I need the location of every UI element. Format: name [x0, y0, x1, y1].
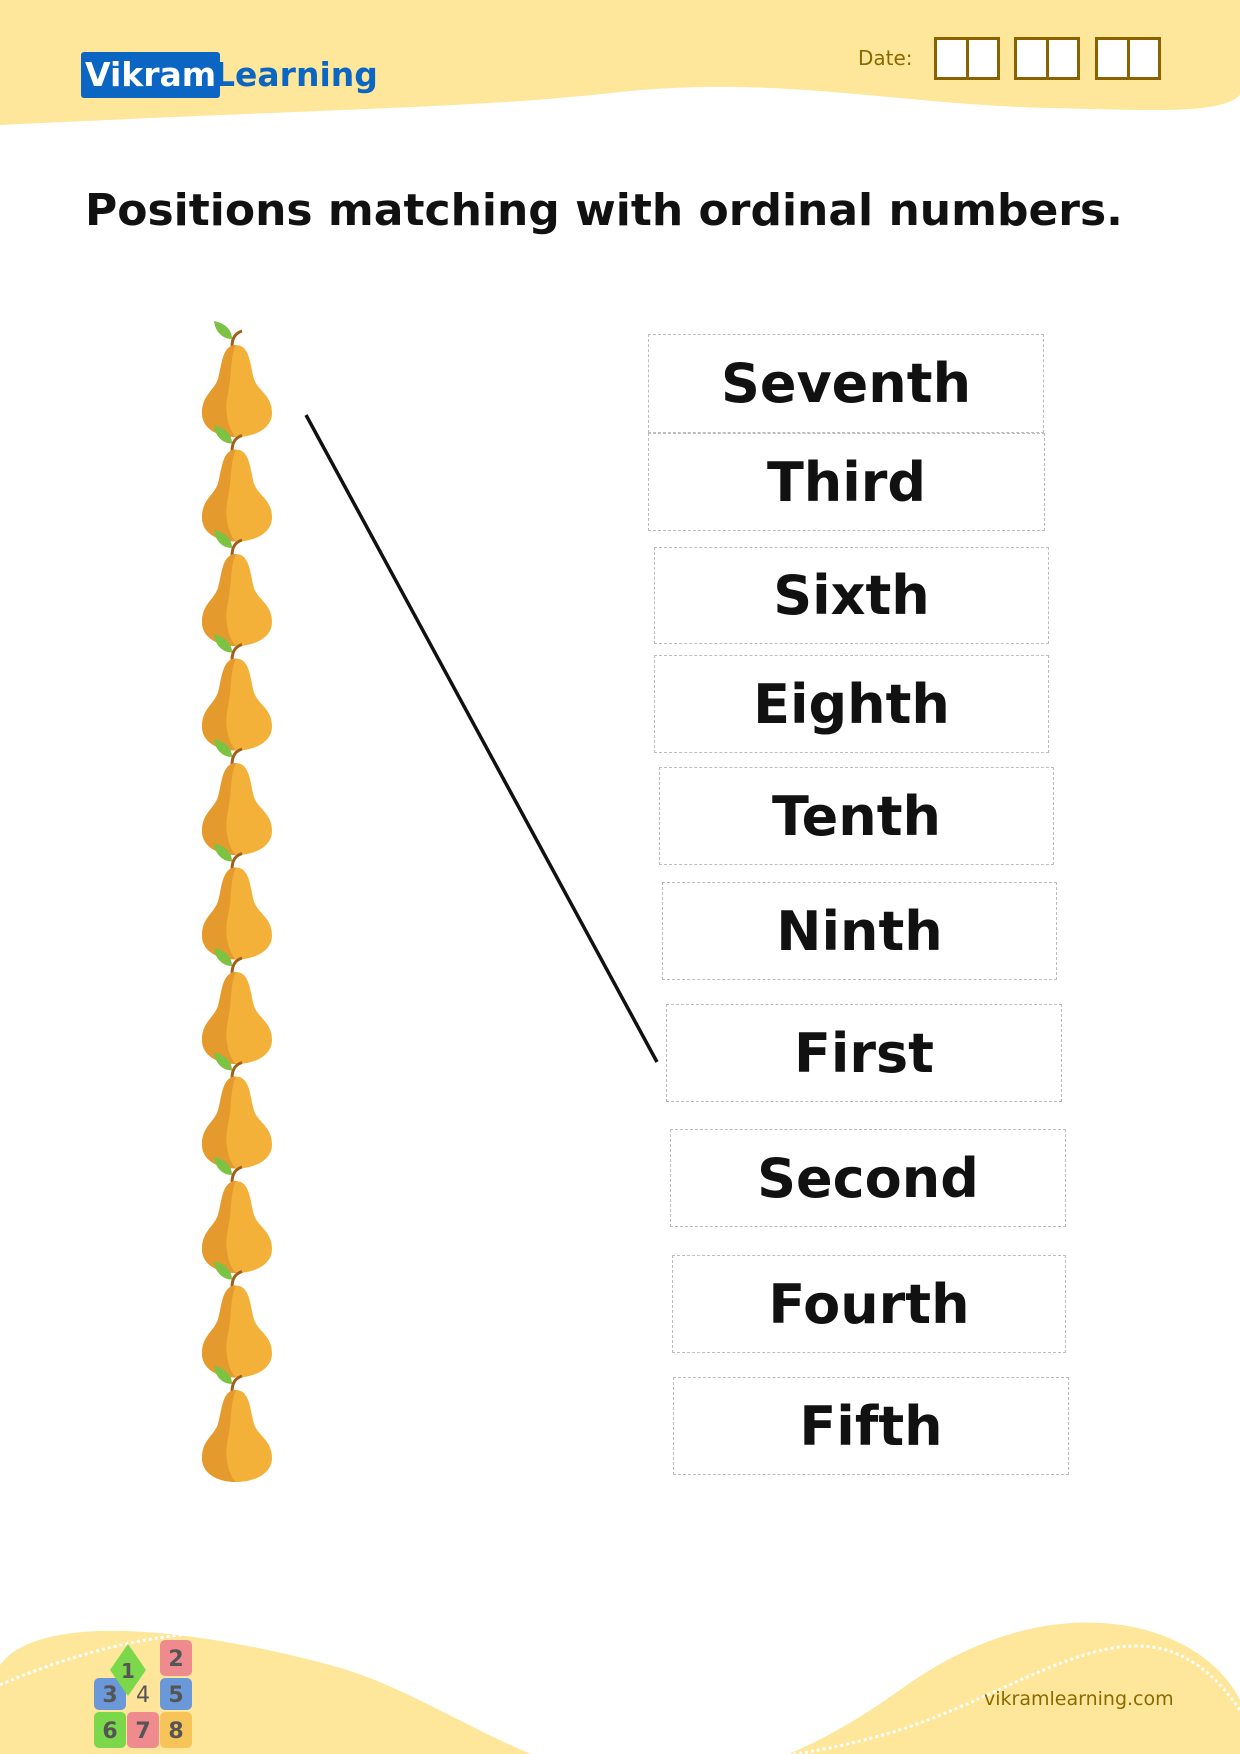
- ordinal-box-fourth[interactable]: Fourth: [672, 1255, 1066, 1353]
- svg-text:2: 2: [168, 1647, 183, 1672]
- ordinal-box-ninth[interactable]: Ninth: [662, 882, 1057, 980]
- ordinal-box-fifth[interactable]: Fifth: [673, 1377, 1069, 1475]
- svg-text:8: 8: [168, 1719, 183, 1744]
- number-blocks-logo: 3 4 5 2 6 7 8 1: [94, 1640, 192, 1748]
- svg-text:7: 7: [135, 1719, 150, 1744]
- ordinal-box-third[interactable]: Third: [648, 433, 1045, 531]
- footer-url: vikramlearning.com: [984, 1688, 1174, 1710]
- logo-vikram: Vikram: [81, 52, 221, 98]
- matching-line: [304, 414, 659, 1063]
- pear-icon: [202, 1261, 272, 1378]
- pear-icon: [202, 739, 272, 855]
- ordinal-box-first[interactable]: First: [666, 1004, 1062, 1102]
- pear-icon: [202, 1052, 272, 1169]
- ordinal-box-sixth[interactable]: Sixth: [654, 547, 1049, 644]
- ordinal-box-eighth[interactable]: Eighth: [654, 655, 1049, 753]
- pear-icon: [202, 425, 272, 542]
- header-wave: [0, 0, 1240, 125]
- logo-learning: Learning: [214, 55, 378, 94]
- page-title: Positions matching with ordinal numbers.: [85, 185, 1123, 236]
- svg-text:3: 3: [102, 1683, 117, 1708]
- svg-text:1: 1: [121, 1659, 135, 1683]
- pear-icon: [202, 634, 272, 751]
- pear-icon: [202, 530, 272, 646]
- date-label: Date:: [858, 46, 913, 70]
- svg-text:6: 6: [102, 1719, 117, 1744]
- ordinal-box-seventh[interactable]: Seventh: [648, 334, 1044, 433]
- pear-icon: [202, 843, 272, 960]
- pear-icon: [202, 948, 272, 1064]
- pear-column: [202, 321, 272, 1482]
- pear-icon: [202, 1366, 272, 1482]
- ordinal-box-tenth[interactable]: Tenth: [659, 767, 1054, 865]
- pear-icon: [202, 1157, 272, 1273]
- pear-icon: [202, 321, 272, 437]
- footer-wave: [0, 1622, 1240, 1754]
- date-year-field[interactable]: [1095, 37, 1161, 80]
- svg-text:5: 5: [168, 1683, 183, 1708]
- ordinal-box-second[interactable]: Second: [670, 1129, 1066, 1227]
- date-month-field[interactable]: [1014, 37, 1080, 80]
- svg-text:4: 4: [136, 1683, 150, 1708]
- date-day-field[interactable]: [934, 37, 1000, 80]
